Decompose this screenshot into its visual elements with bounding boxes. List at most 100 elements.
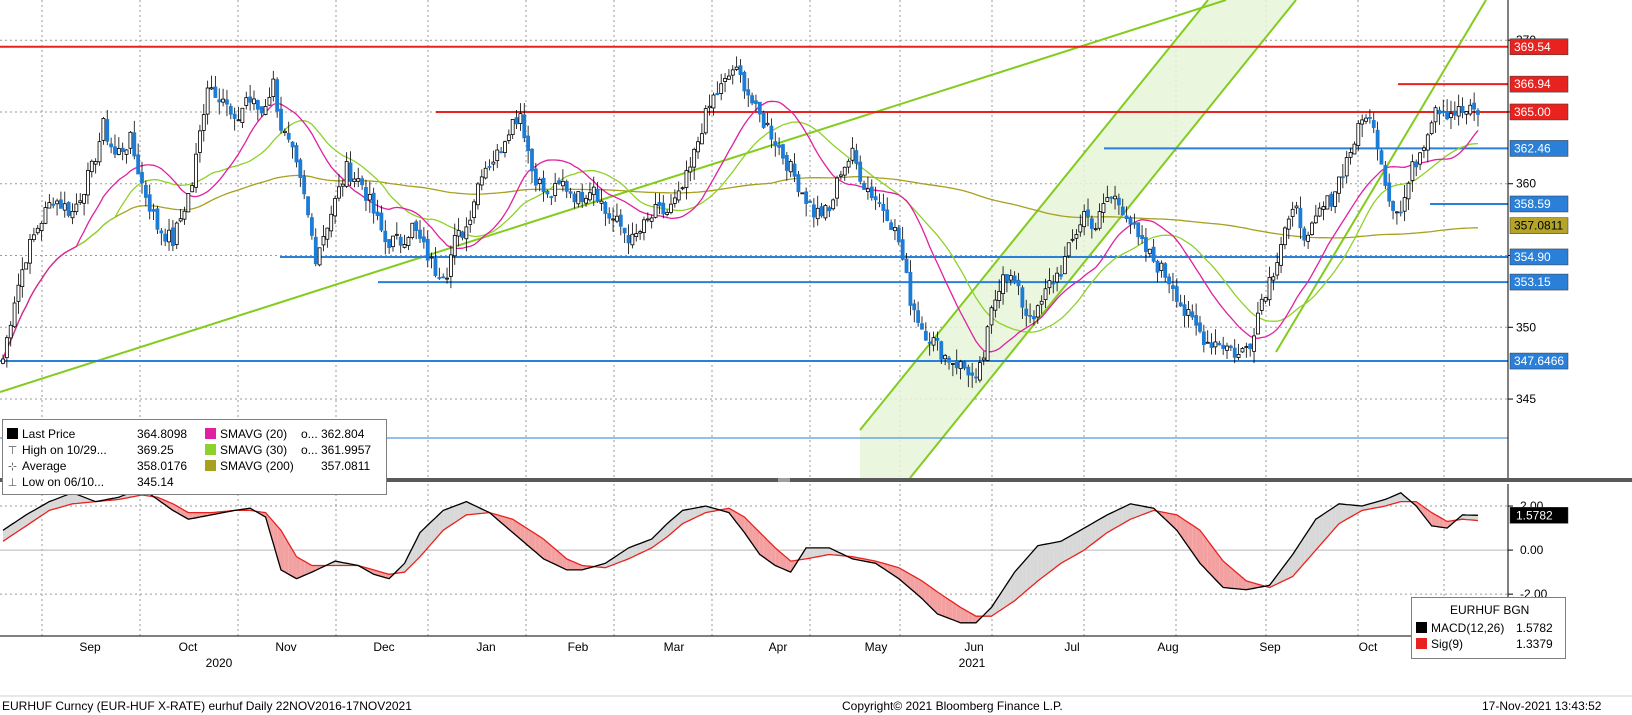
macd-diff-fill <box>1331 506 1336 533</box>
footer-ticker: EURHUF Curncy (EUR-HUF X-RATE) eurhuf Da… <box>2 699 412 713</box>
candle-body <box>622 227 627 234</box>
macd-diff-fill <box>1076 530 1081 555</box>
candle-body <box>599 200 604 204</box>
legend-last-price: Last Price <box>7 426 75 442</box>
macd-diff-fill <box>6 525 11 539</box>
candle-body <box>325 227 330 240</box>
panel-divider <box>0 478 1632 482</box>
macd-diff-fill <box>1053 542 1058 570</box>
candle-body <box>1449 113 1453 118</box>
candle-body <box>977 362 982 381</box>
candle-body <box>198 130 202 153</box>
level-label-box <box>1509 195 1569 213</box>
macd-diff-fill <box>1134 504 1139 518</box>
month-label: Apr <box>769 640 788 654</box>
macd-diff-fill <box>748 520 753 544</box>
macd-diff-fill <box>196 512 200 518</box>
candle-body <box>1337 176 1341 194</box>
candle-body <box>352 178 357 183</box>
legend-last-price-value: 364.8098 <box>137 427 188 441</box>
candle-body <box>1140 235 1144 240</box>
macd-diff-fill <box>821 547 826 556</box>
high-marker-icon: ⊤ <box>7 445 18 457</box>
macd-diff-fill <box>1126 503 1131 522</box>
candle-body <box>908 272 913 306</box>
macd-diff-fill <box>670 517 675 534</box>
macd-diff-fill <box>1072 532 1077 557</box>
candle-body <box>711 94 716 109</box>
candle-body <box>1074 234 1079 239</box>
month-label: Mar <box>664 640 685 654</box>
candle-body <box>379 212 384 231</box>
candle-body <box>827 207 832 212</box>
candle-body <box>1294 205 1299 209</box>
candle-body <box>286 132 291 140</box>
candle-body <box>742 71 747 92</box>
level-label-box <box>1509 248 1569 266</box>
macd-diff-fill <box>771 544 776 566</box>
candle-body <box>966 366 971 376</box>
candle-body <box>877 202 882 205</box>
macd-diff-fill <box>1142 506 1146 515</box>
candle-body <box>526 135 531 152</box>
candle-body <box>178 218 183 222</box>
low-marker-icon: ⊥ <box>7 477 18 489</box>
macd-diff-fill <box>1215 550 1220 584</box>
candle-body <box>657 202 662 207</box>
candle-body <box>360 178 364 186</box>
candle-body <box>653 203 658 218</box>
candle-body <box>927 341 932 344</box>
candle-body <box>290 141 295 148</box>
macd-diff-fill <box>674 513 679 531</box>
macd-diff-fill <box>767 540 772 563</box>
candle-body <box>174 222 179 245</box>
macd-diff-fill <box>1045 543 1050 576</box>
candle-body <box>86 170 90 196</box>
candle-body <box>1024 308 1029 316</box>
candle-body <box>321 236 326 246</box>
candle-body <box>4 337 9 359</box>
macd-legend: EURHUF BGN MACD(12,26) 1.5782 Sig(9) 1.3… <box>1411 597 1566 659</box>
candle-body <box>788 161 793 173</box>
candle-body <box>885 209 890 221</box>
macd-diff-fill <box>3 527 7 542</box>
candle-body <box>997 290 1002 301</box>
candle-body <box>1456 106 1461 117</box>
candle-body <box>1256 312 1260 335</box>
candle-body <box>1302 228 1307 241</box>
macd-diff-fill <box>933 589 938 614</box>
candle-body <box>773 141 778 147</box>
candle-body <box>1437 109 1442 115</box>
macd-diff-fill <box>539 536 544 559</box>
candle-body <box>74 203 79 213</box>
macd-diff-fill <box>169 502 173 511</box>
candle-body <box>1174 286 1179 302</box>
macd-diff-fill <box>898 567 903 583</box>
macd-diff-fill <box>1022 558 1027 595</box>
macd-diff-fill <box>1138 505 1143 517</box>
candle-body <box>815 207 820 220</box>
candle-body <box>1236 354 1241 358</box>
macd-legend-sig-value: 1.3379 <box>1516 637 1553 651</box>
candle-body <box>835 177 839 199</box>
macd-diff-fill <box>1165 512 1170 523</box>
candle-body <box>456 230 461 237</box>
legend-low-value: 345.14 <box>137 475 174 489</box>
macd-diff-fill <box>60 495 65 508</box>
candle-body <box>310 217 314 236</box>
candle-body <box>1395 211 1399 214</box>
macd-diff-fill <box>894 566 899 579</box>
candle-body <box>947 357 951 363</box>
macd-diff-fill <box>640 542 644 554</box>
macd-diff-fill <box>72 492 77 504</box>
candle-body <box>757 101 762 115</box>
legend-average: ⊹ Average <box>7 459 67 473</box>
candle-body <box>611 218 615 221</box>
macd-diff-fill <box>817 547 822 557</box>
candle-body <box>12 302 17 328</box>
candle-body <box>591 186 596 196</box>
candle-body <box>989 307 994 326</box>
macd-diff-fill <box>782 554 787 571</box>
candle-body <box>1476 110 1480 115</box>
candle-body <box>167 229 171 243</box>
